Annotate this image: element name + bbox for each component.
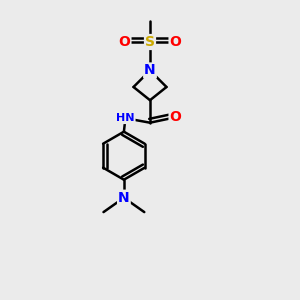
Text: N: N [144,64,156,77]
Text: O: O [169,110,181,124]
Text: O: O [118,35,130,49]
Text: HN: HN [116,113,135,123]
Text: O: O [169,35,181,49]
Text: S: S [145,35,155,49]
Text: N: N [118,191,130,205]
